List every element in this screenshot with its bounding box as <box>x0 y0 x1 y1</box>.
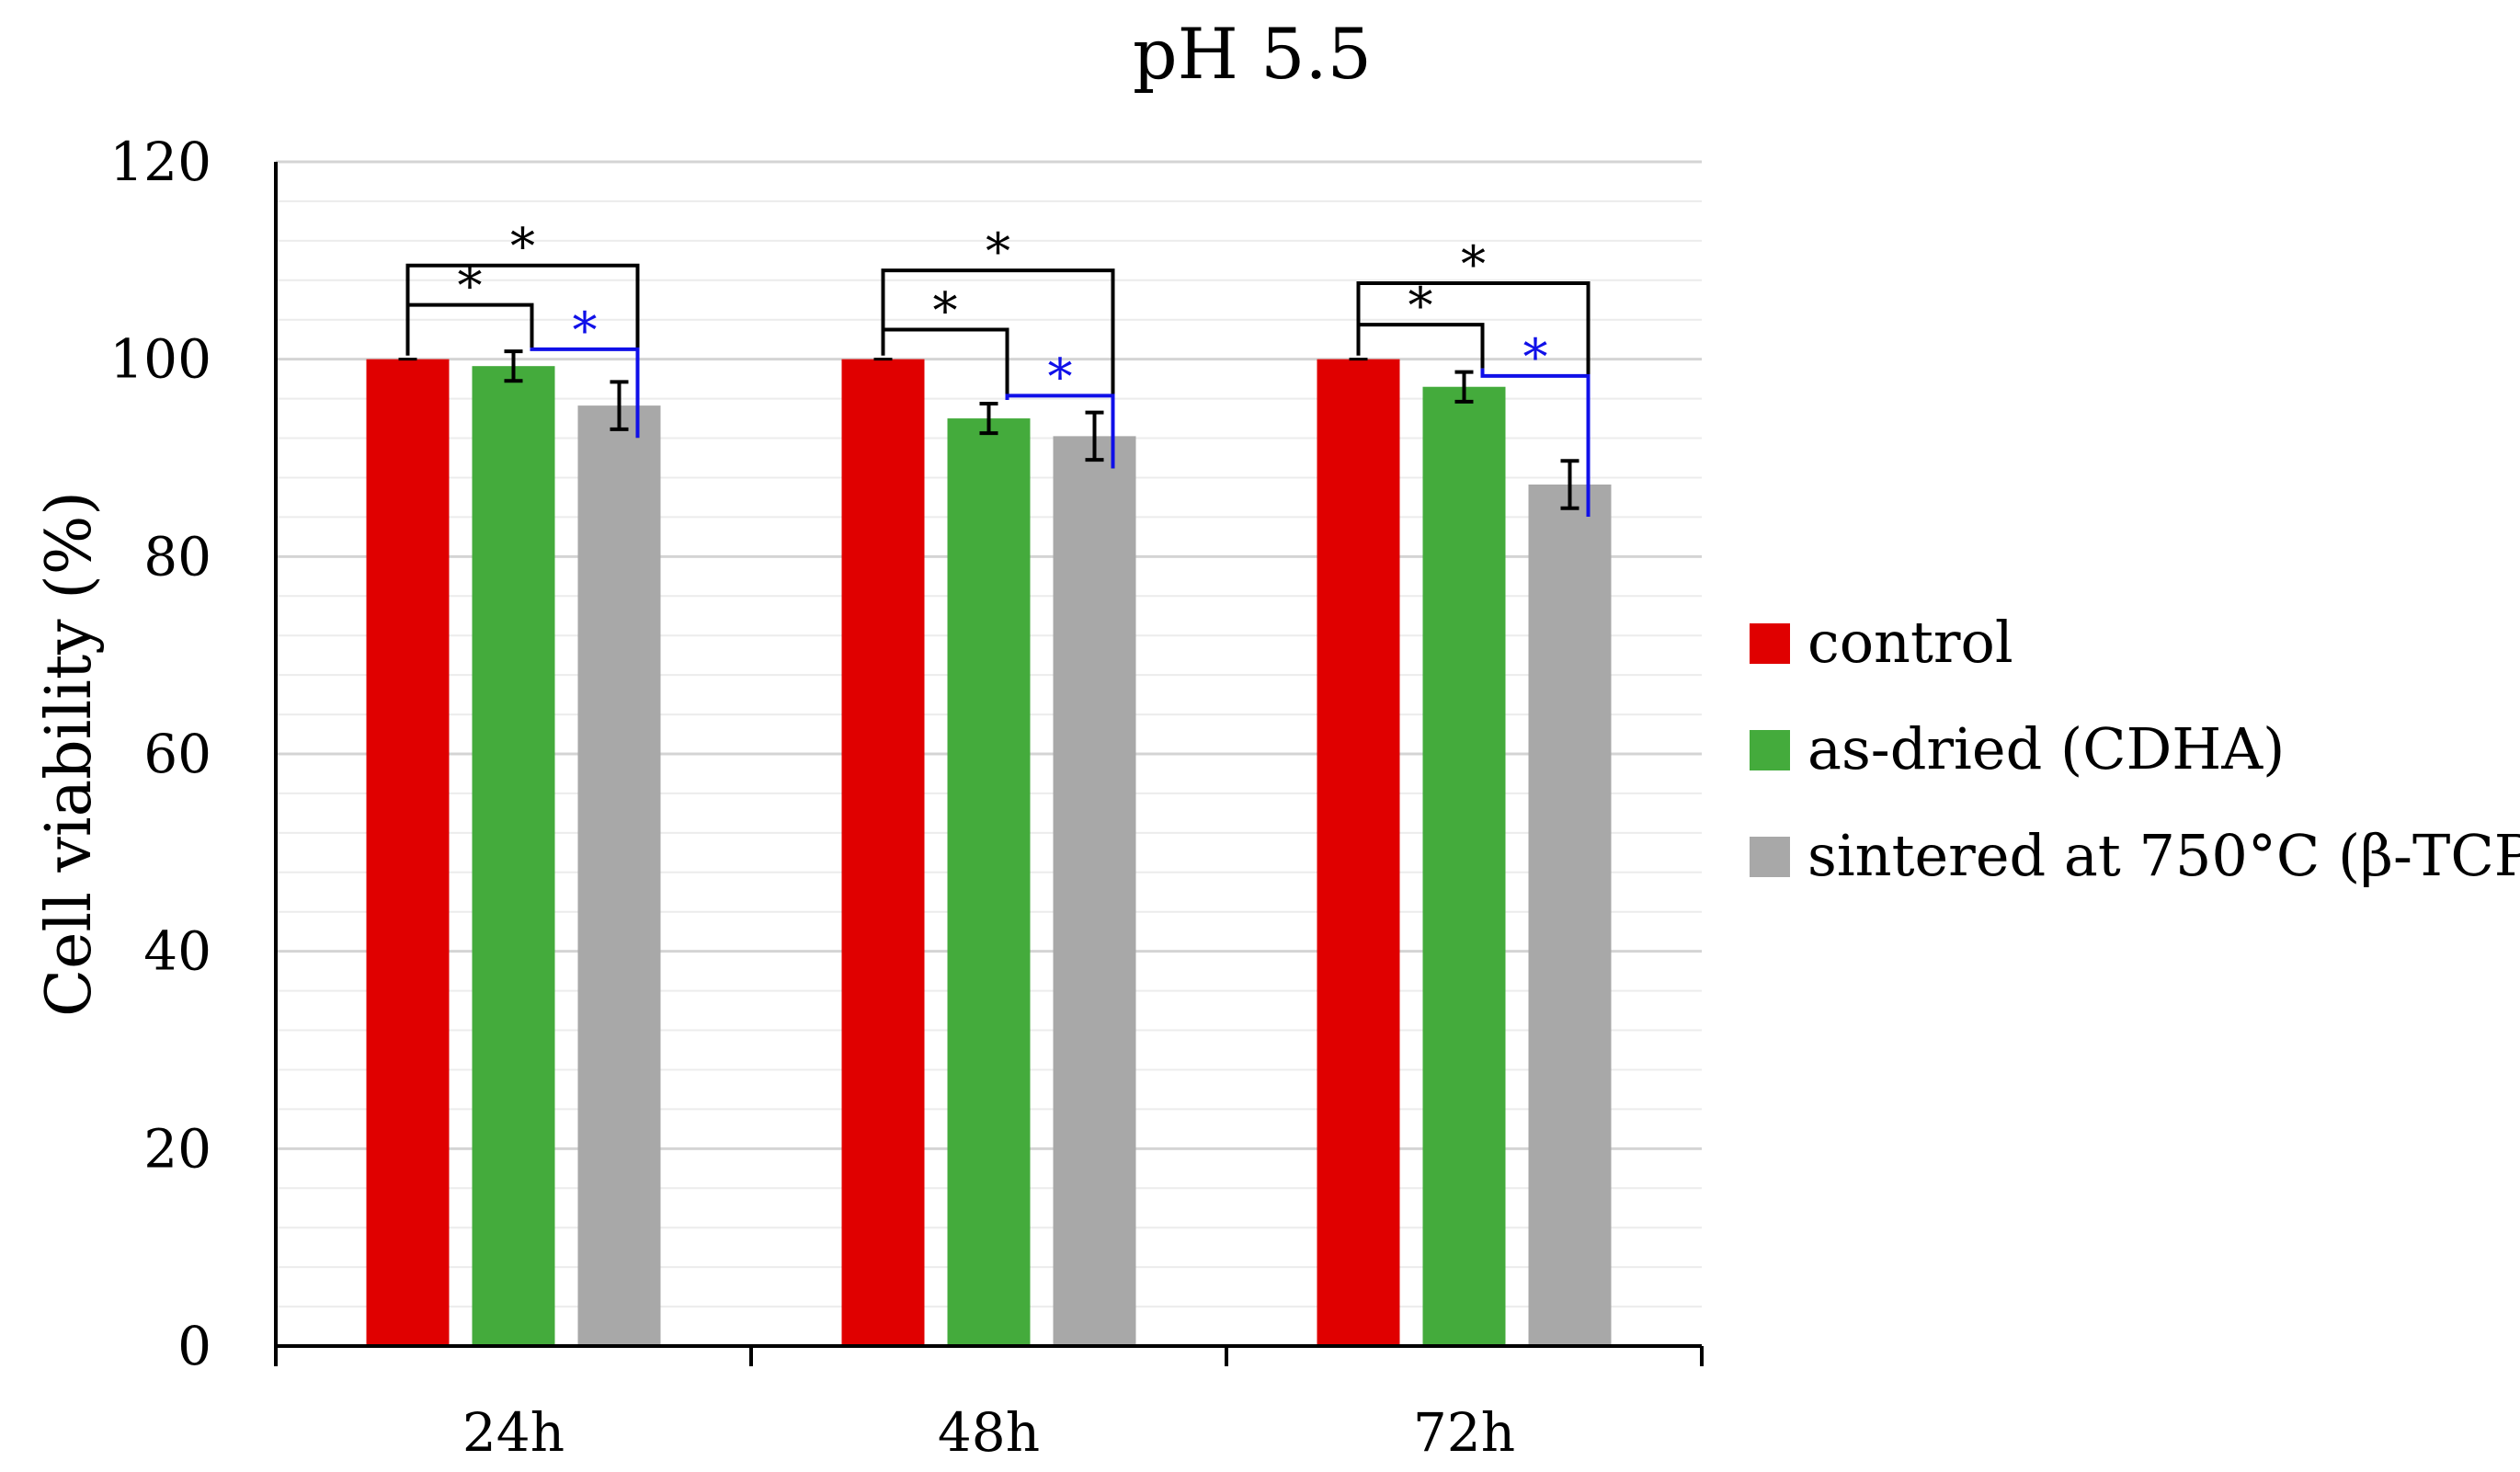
significance-label: * <box>1523 328 1548 386</box>
y-tick-label: 0 <box>177 1315 211 1377</box>
significance-bracket <box>1480 368 1591 517</box>
y-tick-label: 40 <box>143 920 211 983</box>
x-tick-label: 72h <box>1413 1401 1515 1464</box>
bar <box>1317 359 1400 1347</box>
significance-brackets: *** ****** <box>405 218 1591 517</box>
chart-title: pH 5.5 <box>1133 13 1372 95</box>
y-tick-label: 100 <box>109 328 211 391</box>
bars <box>366 359 1612 1347</box>
significance-label: * <box>1048 348 1073 405</box>
bar <box>841 359 925 1347</box>
bar <box>577 405 661 1346</box>
significance-bracket <box>881 268 1115 469</box>
y-tick-label: 20 <box>143 1117 211 1180</box>
y-tick-label: 60 <box>143 723 211 785</box>
significance-bracket <box>530 347 640 439</box>
legend-swatch <box>1750 730 1790 770</box>
significance-label: * <box>573 302 598 359</box>
significance-label: * <box>510 218 535 276</box>
legend-label: control <box>1807 609 2013 676</box>
x-axis-tick-marks <box>274 1346 1704 1366</box>
y-axis-tick-labels: 0 20 40 60 80 100 120 <box>109 131 211 1377</box>
significance-label: * <box>1408 277 1433 335</box>
bar <box>1528 484 1612 1346</box>
legend-swatch <box>1750 837 1790 877</box>
error-bars <box>398 349 1579 510</box>
legend-label: sintered at 750°C (β-TCP) <box>1807 822 2520 889</box>
significance-label: * <box>1461 235 1486 293</box>
legend: control as-dried (CDHA) sintered at 750°C … <box>1750 609 2520 889</box>
significance-bracket <box>1005 394 1115 469</box>
bar <box>947 418 1031 1347</box>
significance-label: * <box>986 223 1010 280</box>
legend-label: as-dried (CDHA) <box>1807 715 2285 782</box>
bar <box>1053 436 1136 1346</box>
x-tick-label: 48h <box>938 1401 1040 1464</box>
x-tick-label: 24h <box>462 1401 564 1464</box>
bar <box>472 366 555 1347</box>
y-axis-label: Cell viability (%) <box>33 491 106 1017</box>
bar <box>1422 386 1506 1347</box>
significance-label: * <box>933 281 958 339</box>
x-axis-tick-labels: 24h 48h 72h <box>462 1401 1515 1464</box>
legend-swatch <box>1750 623 1790 664</box>
y-tick-label: 120 <box>109 131 211 193</box>
bar <box>366 359 450 1347</box>
y-tick-label: 80 <box>143 525 211 588</box>
